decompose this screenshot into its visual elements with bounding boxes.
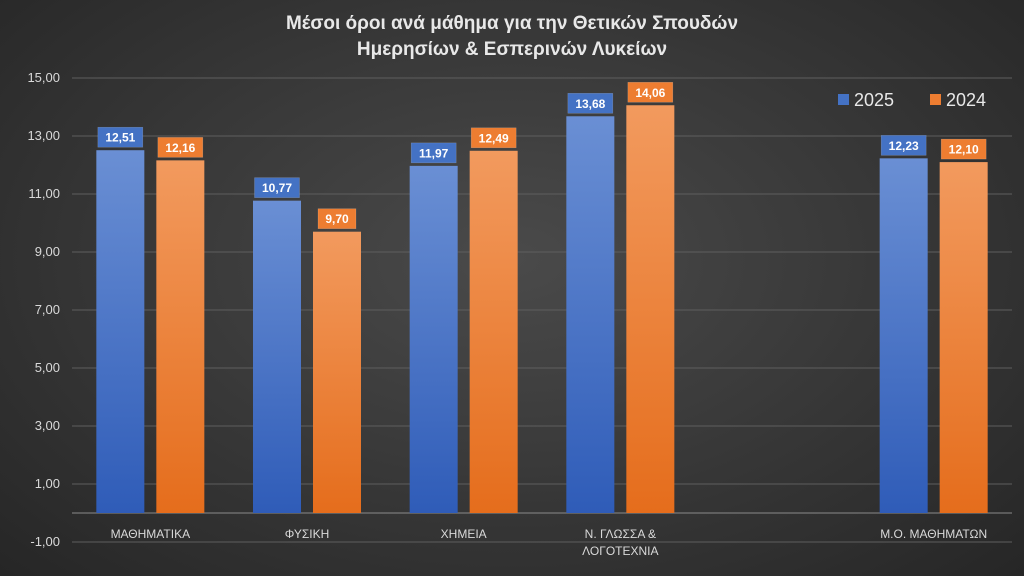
x-category-label: ΧΗΜΕΙΑ [441,527,487,541]
y-tick-label: -1,00 [30,534,60,549]
chart-title-line-1: Μέσοι όροι ανά μάθημα για την Θετικών Σπ… [286,13,738,34]
y-tick-label: 5,00 [35,360,60,375]
x-category-label: ΦΥΣΙΚΗ [285,527,330,541]
data-label-box [567,93,614,114]
x-category-label: Μ.Ο. ΜΑΘΗΜΑΤΩΝ [880,527,987,541]
x-axis-category-labels: ΜΑΘΗΜΑΤΙΚΑ ΦΥΣΙΚΗ ΧΗΜΕΙΑ Ν. ΓΛΩΣΣΑ & ΛΟΓΟΤΕΧ… [111,527,988,558]
bar-2025 [253,200,301,514]
gridlines [72,77,1012,543]
bar-2024 [156,160,205,514]
data-label-box [157,137,204,158]
y-tick-label: 7,00 [35,302,60,317]
data-label-box [880,135,927,156]
data-labels: 12,51 12,16 10,77 9,70 11,97 12,49 13,68 14,06 1… [97,82,987,229]
legend-swatch-2024 [930,94,941,105]
legend-swatch-2025 [838,94,849,105]
data-label-box [627,82,674,103]
chart-title-line-2: Ημερησίων & Εσπερινών Λυκείων [357,39,667,60]
data-label: 12,10 [949,143,979,157]
data-label: 12,49 [479,131,509,145]
legend-label-2024: 2024 [946,90,986,110]
y-axis-tick-labels: -1,00 1,00 3,00 5,00 7,00 9,00 11,00 13,00 15,00 [27,70,60,549]
y-tick-label: 11,00 [28,186,60,201]
bar-2024 [469,150,518,514]
bars [96,105,988,514]
data-label-box [410,142,457,164]
y-tick-label: 15,00 [27,70,60,85]
x-category-label: ΜΑΘΗΜΑΤΙΚΑ [111,527,191,541]
bar-2024 [313,231,361,513]
x-category-label: Ν. ΓΛΩΣΣΑ & [585,527,656,541]
bar-2024 [626,105,675,513]
data-label: 12,23 [889,139,919,153]
x-category-label: ΛΟΓΟΤΕΧΝΙΑ [582,544,658,558]
data-label: 14,06 [635,86,665,100]
legend: 2025 2024 [838,90,986,110]
data-label: 12,51 [105,131,135,145]
bar-2025 [566,116,615,513]
data-label-box [317,208,357,229]
y-tick-label: 13,00 [27,128,60,143]
data-label: 13,68 [575,97,605,111]
bar-2025 [96,150,145,513]
y-tick-label: 3,00 [35,418,60,433]
data-label-box [470,127,517,149]
data-label-box [940,138,987,160]
data-label: 10,77 [262,181,292,195]
data-label: 9,70 [325,212,349,226]
data-label-box [254,177,300,198]
bar-2024 [939,162,988,513]
data-label-box [97,126,144,148]
bar-2025 [409,165,458,513]
bar-2025 [879,158,928,513]
y-tick-label: 9,00 [35,244,60,259]
data-label: 12,16 [165,141,195,155]
y-tick-label: 1,00 [35,476,60,491]
legend-label-2025: 2025 [854,90,894,110]
data-label: 11,97 [419,146,449,160]
